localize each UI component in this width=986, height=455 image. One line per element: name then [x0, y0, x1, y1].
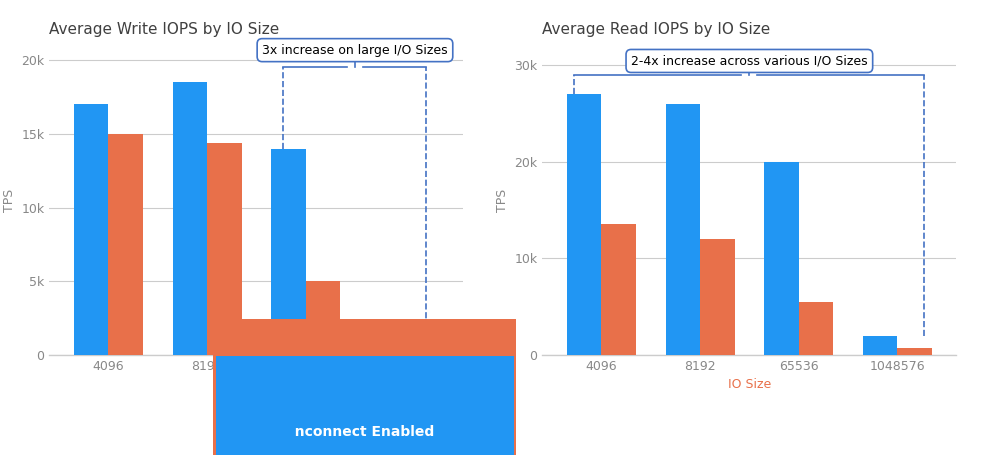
X-axis label: IO Size: IO Size [235, 378, 278, 391]
Bar [666, 103, 700, 355]
Bar [207, 143, 242, 355]
Bar [799, 302, 833, 355]
Text: nconnect Disabled: nconnect Disabled [283, 389, 447, 403]
Bar [601, 224, 636, 355]
Bar [271, 149, 306, 355]
Y-axis label: TPS: TPS [3, 188, 16, 212]
Bar [700, 239, 735, 355]
Bar [74, 105, 108, 355]
Text: 2-4x increase across various I/O Sizes: 2-4x increase across various I/O Sizes [631, 55, 868, 67]
Text: 3x increase on large I/O Sizes: 3x increase on large I/O Sizes [262, 44, 448, 56]
Bar [306, 281, 340, 355]
Bar [173, 82, 207, 355]
Y-axis label: TPS: TPS [496, 188, 509, 212]
Text: nconnect Enabled: nconnect Enabled [285, 425, 445, 439]
Bar [764, 162, 799, 355]
Bar [863, 336, 897, 355]
Bar [897, 348, 932, 355]
Bar [370, 336, 404, 355]
X-axis label: IO Size: IO Size [728, 378, 771, 391]
Bar [404, 350, 439, 355]
Text: Average Read IOPS by IO Size: Average Read IOPS by IO Size [542, 22, 770, 37]
Bar [108, 134, 143, 355]
Bar [567, 94, 601, 355]
Text: Average Write IOPS by IO Size: Average Write IOPS by IO Size [49, 22, 280, 37]
